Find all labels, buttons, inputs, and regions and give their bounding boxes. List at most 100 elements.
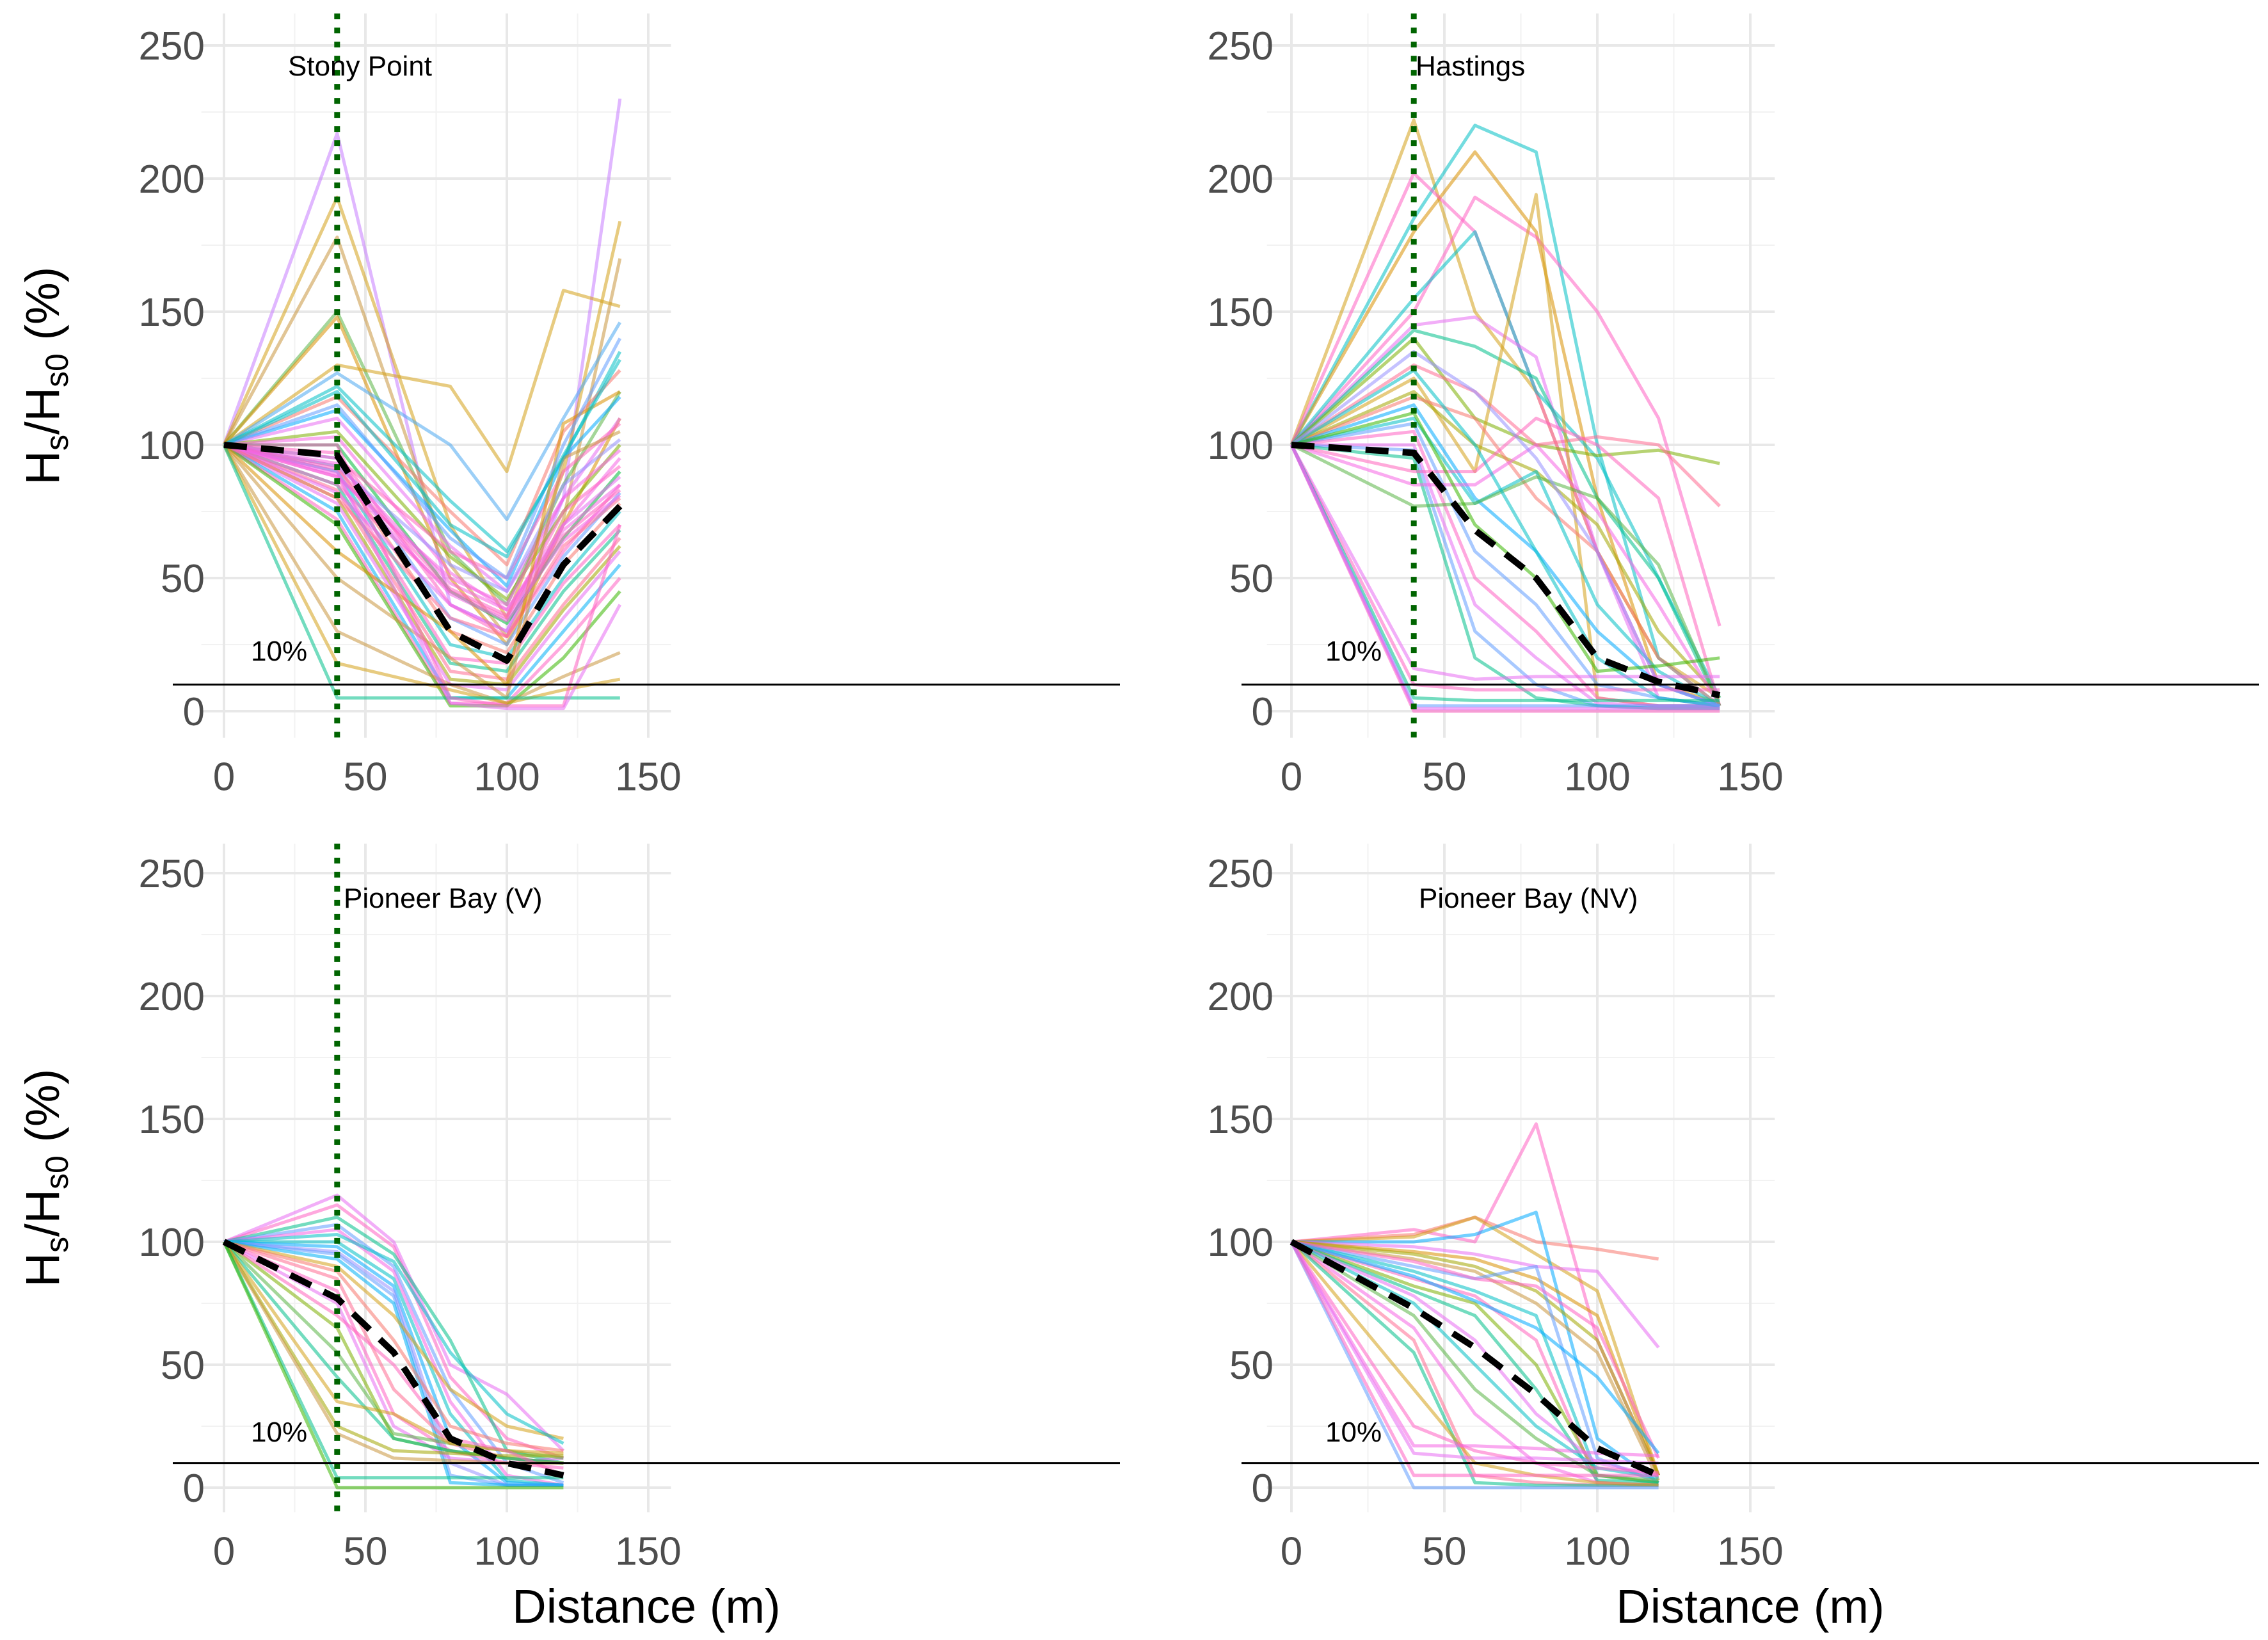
mean-line [223,442,623,664]
y-tick-label: 250 [1208,24,1274,68]
tick-labels: 0 50 100 150 0 50 100 150 200 250 [139,852,682,1573]
series-line [223,1240,564,1440]
panel-pioneer-bay-nv: 0 50 100 150 0 50 100 150 200 250 Pioneer Bay (NV… [1208,843,2259,1633]
x-axis-title: Distance (m) [1616,1580,1884,1633]
series-line [223,416,621,593]
series-line [1291,1240,1659,1484]
series-line [223,443,621,633]
x-tick-label: 50 [344,755,388,800]
series-line [222,1241,564,1455]
x-tick-label: 100 [1564,755,1630,800]
series-line [223,443,621,711]
y-axis-title-sub1: s [39,435,75,451]
y-tick-label: 200 [1208,157,1274,202]
x-tick-label: 50 [344,1529,388,1573]
series-line [223,443,621,607]
y-tick-label: 100 [139,1221,205,1265]
y-axis-title: Hs/Hs0 (%) [16,1069,75,1287]
panel-grid [201,843,671,1513]
series-line [1291,1216,1659,1261]
x-tick-label: 150 [1717,1529,1783,1573]
series-line [223,289,621,474]
y-axis-title-mid: /H [16,387,69,435]
series-line [1290,444,1720,702]
x-tick-label: 0 [1281,755,1302,800]
y-axis-title: Hs/Hs0 (%) [16,267,75,485]
x-tick-label: 100 [474,755,539,800]
series-line [1291,1240,1660,1481]
series-line [1290,1241,1659,1487]
series-line [223,390,621,686]
series-line [1290,328,1721,707]
y-tick-label: 150 [1208,1098,1274,1142]
series-lines [222,98,622,711]
series-line [1291,1216,1660,1476]
series-line [1290,444,1720,713]
mean-line-group [222,1239,564,1479]
y-axis-title-tail: (%) [16,267,69,354]
x-tick-label: 0 [213,755,235,800]
series-line [222,1241,564,1490]
series-line [223,1240,564,1477]
y-axis-title-main: H [16,1253,69,1287]
panel-stony-point: 0 50 100 150 0 50 100 150 200 250 Stony Point 10%… [16,13,1120,800]
series-line [1291,1240,1660,1476]
y-tick-label: 150 [139,1098,205,1142]
series-line [223,443,621,623]
series-line [1291,1240,1660,1459]
series-line [223,438,621,593]
series-line [1291,443,1721,707]
series-line [223,1233,564,1445]
series-line [223,443,621,638]
y-tick-label: 50 [161,557,205,601]
y-axis-title-tail: (%) [16,1069,69,1156]
x-tick-label: 50 [1423,1529,1467,1573]
y-tick-label: 50 [1229,557,1274,601]
y-tick-label: 100 [139,424,205,468]
series-line [1291,1240,1660,1349]
series-line [223,315,622,647]
series-line [1291,1240,1660,1454]
x-tick-label: 150 [615,1529,681,1573]
series-line [1290,1241,1659,1490]
y-axis-title-mid: /H [16,1189,69,1237]
series-line [1290,1241,1659,1487]
x-tick-label: 100 [1564,1529,1630,1573]
mean-line-group [223,442,623,664]
y-axis-title-sub2: s0 [39,1155,75,1189]
mean-line-group [1291,442,1721,698]
panel-title: Stony Point [288,51,432,82]
series-line [223,358,621,559]
x-axis-title: Distance (m) [512,1580,780,1633]
series-line [223,369,621,567]
reference-line-label: 10% [251,1417,307,1448]
y-axis-title-main: H [16,451,69,485]
series-line [223,1193,565,1452]
series-line [224,443,622,708]
y-axis-title-sub1: s [39,1237,75,1253]
y-tick-label: 150 [139,291,205,335]
reference-line-label: 10% [1325,636,1382,667]
y-tick-label: 100 [1208,1221,1274,1265]
series-line [223,1240,564,1487]
panel-title: Pioneer Bay (V) [344,883,543,914]
y-tick-label: 0 [1252,690,1274,734]
y-tick-label: 50 [161,1344,205,1388]
series-line [1291,416,1721,707]
y-tick-label: 100 [1208,424,1274,468]
y-tick-label: 200 [139,157,205,202]
tick-labels: 0 50 100 150 0 50 100 150 200 250 [1208,852,1784,1573]
series-line [223,443,621,681]
tick-labels: 0 50 100 150 0 50 100 150 200 250 [139,24,682,800]
x-tick-label: 150 [615,755,681,800]
tick-labels: 0 50 100 150 0 50 100 150 200 250 [1208,24,1784,800]
series-lines [1290,1122,1660,1490]
x-tick-label: 0 [213,1529,235,1573]
series-line [223,443,621,612]
mean-line [1290,1239,1660,1479]
series-line [223,430,621,700]
panel-pioneer-bay-v: 0 50 100 150 0 50 100 150 200 250 Pioneer Bay (V)… [16,843,1120,1633]
panel-title: Hastings [1416,51,1525,82]
series-line [223,337,622,580]
